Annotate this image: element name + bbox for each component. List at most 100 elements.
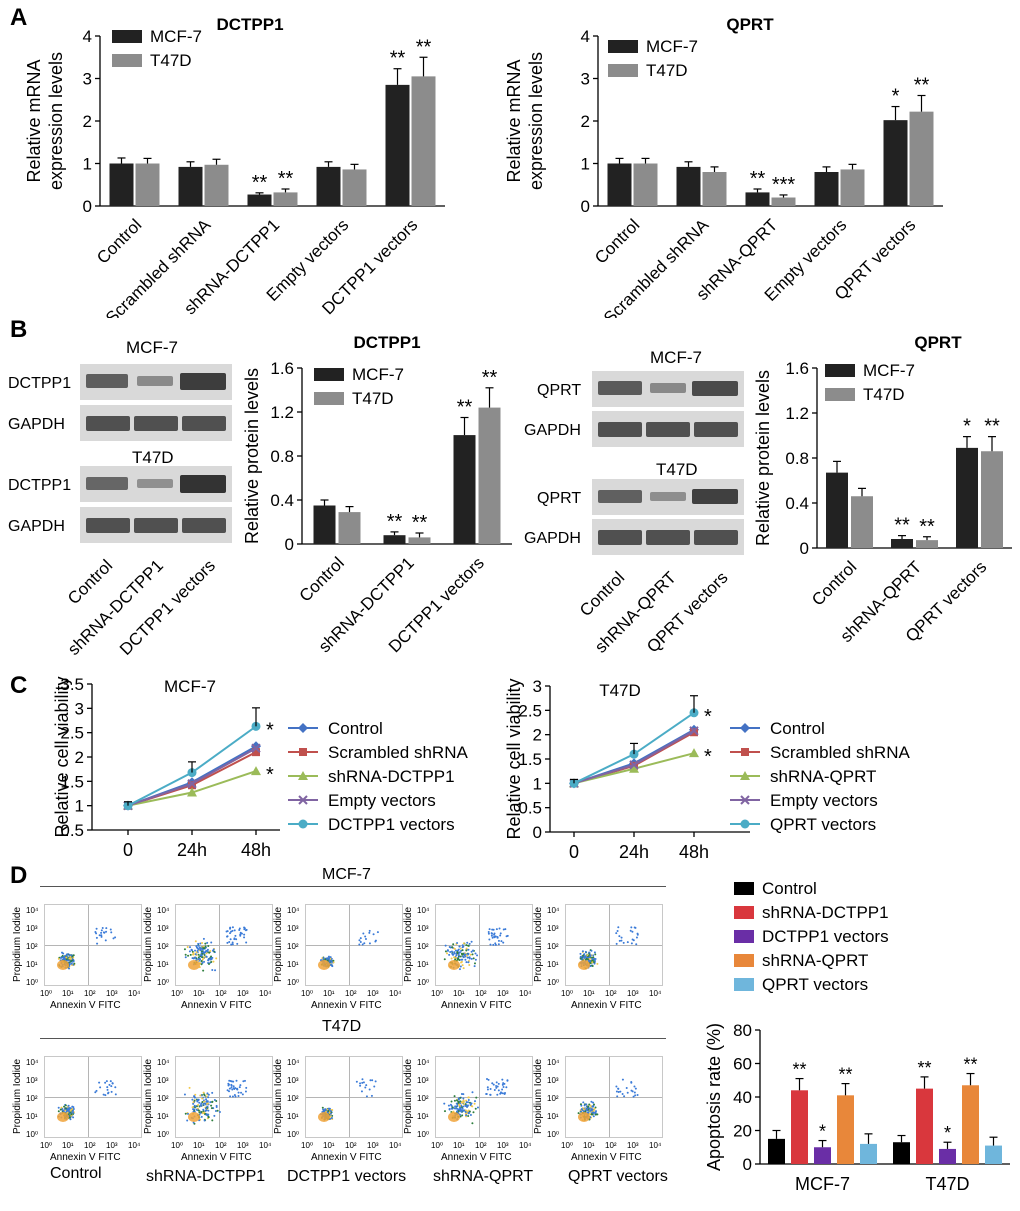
blot-lane-label: DCTPP1 vectors (116, 556, 220, 659)
legend-label: QPRT vectors (762, 975, 868, 994)
flow-event (588, 957, 591, 960)
flow-event (232, 1085, 235, 1088)
flow-plot: Propidium Iodide 10⁰ 10⁰ 10¹ 10¹ 10² 10² 10³ 10³… (403, 1052, 533, 1170)
flow-event (465, 1101, 468, 1104)
flow-event (57, 957, 60, 960)
flow-event (245, 941, 248, 944)
blot-band (137, 376, 173, 386)
flow-event (584, 956, 587, 959)
flow-event (473, 965, 476, 968)
flow-event (588, 1103, 591, 1106)
y-tick-label: 40 (733, 1088, 752, 1107)
flow-event (232, 1087, 235, 1090)
flow-y-tick: 10¹ (287, 960, 299, 969)
flow-event (195, 945, 198, 948)
flow-event (581, 957, 584, 960)
flow-event (580, 1110, 583, 1113)
flow-event (583, 957, 586, 960)
flow-event (588, 1107, 591, 1110)
flow-x-tick: 10⁴ (389, 989, 402, 998)
flow-event (454, 1107, 457, 1110)
significance-mark: * (892, 86, 900, 108)
flow-event (467, 1098, 470, 1101)
flow-event (594, 1106, 597, 1109)
flow-event (98, 934, 101, 937)
flow-event (585, 1105, 588, 1108)
flow-y-tick: 10¹ (26, 960, 38, 969)
flow-event (229, 932, 232, 935)
flow-x-tick: 10⁴ (389, 1141, 402, 1150)
flow-event (71, 1109, 74, 1112)
flow-event (197, 956, 200, 959)
flow-event (359, 1084, 362, 1087)
flow-scatter (183, 926, 248, 972)
flow-x-tick: 10² (345, 989, 357, 998)
flow-event (584, 1110, 587, 1113)
flow-event (630, 1081, 633, 1084)
data-point (187, 787, 197, 797)
blot-band (86, 416, 130, 431)
blot-band (86, 374, 128, 388)
flow-event (62, 956, 65, 959)
flow-x-tick: 10² (84, 989, 96, 998)
flow-x-tick: 10⁴ (259, 1141, 272, 1150)
flow-event (458, 945, 461, 948)
flow-y-tick: 10² (287, 942, 299, 951)
flow-event (494, 935, 497, 938)
flow-event (579, 952, 582, 955)
flow-event (322, 1108, 325, 1111)
flow-event (100, 929, 103, 932)
flow-event (209, 949, 212, 952)
blot-label-qprt: QPRT (537, 490, 582, 507)
flow-event (491, 928, 494, 931)
blot-strip (80, 364, 232, 400)
flow-event (215, 1104, 218, 1107)
flow-event (586, 958, 589, 961)
flow-event (61, 1109, 64, 1112)
flow-x-tick: 10² (345, 1141, 357, 1150)
y-axis-label: Relative mRNA (504, 59, 524, 182)
flow-event (72, 954, 75, 957)
flow-y-tick: 10⁴ (547, 1058, 560, 1067)
flow-event (459, 955, 462, 958)
flow-event (459, 1100, 462, 1103)
flow-event (450, 950, 453, 953)
flow-event (466, 1106, 469, 1109)
flow-event (200, 954, 203, 957)
flow-y-tick: 10³ (157, 924, 169, 933)
flow-event (592, 1111, 595, 1114)
flow-event (473, 962, 476, 965)
flow-event (588, 951, 591, 954)
significance-mark: ** (252, 172, 268, 194)
flow-event (359, 1082, 362, 1085)
flow-event (493, 935, 496, 938)
flow-event (453, 951, 456, 954)
flow-event (205, 1095, 208, 1098)
x-tick-label: 0 (569, 842, 579, 862)
flow-event (364, 935, 367, 938)
flow-event (499, 1092, 502, 1095)
flow-event (504, 1091, 507, 1094)
flow-x-tick: 10³ (367, 1141, 379, 1150)
flow-event (205, 955, 208, 958)
flow-sample-label: DCTPP1 vectors (287, 1168, 407, 1185)
flow-event (450, 1100, 453, 1103)
flow-event (454, 949, 457, 952)
y-axis-label: Relative protein levels (242, 368, 262, 544)
flow-event (69, 1118, 72, 1121)
flow-event (621, 1092, 624, 1095)
flow-event (211, 1091, 214, 1094)
flow-x-tick: 10⁰ (301, 1141, 314, 1150)
flow-y-tick: 10⁰ (287, 1130, 300, 1139)
flow-event (245, 928, 248, 931)
flow-event (72, 1108, 75, 1111)
flow-event (195, 951, 198, 954)
flow-event (468, 1111, 471, 1114)
flow-event (328, 1107, 331, 1110)
bar (411, 76, 436, 206)
flow-event (450, 1104, 453, 1107)
flow-event (201, 1100, 204, 1103)
legend-label: Scrambled shRNA (770, 743, 910, 762)
flow-event (327, 957, 330, 960)
flow-plot: Propidium Iodide 10⁰ 10⁰ 10¹ 10¹ 10² 10² 10³ 10³… (12, 900, 142, 1018)
